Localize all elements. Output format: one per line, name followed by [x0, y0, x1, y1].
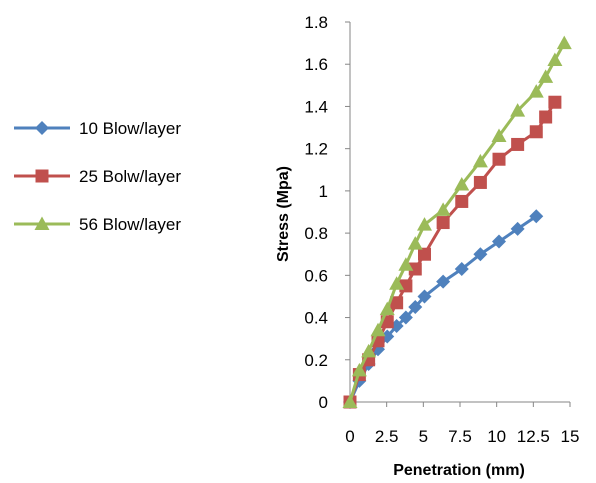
data-point: [492, 152, 506, 166]
y-tick-label: 0.6: [304, 266, 328, 285]
data-point: [417, 289, 432, 304]
y-tick-label: 1.6: [304, 55, 328, 74]
series-diamond: [343, 209, 544, 409]
data-point: [529, 209, 544, 224]
data-point: [370, 322, 386, 337]
y-tick-label: 0.8: [304, 224, 328, 243]
x-tick-label: 10: [487, 427, 506, 446]
data-point: [454, 177, 470, 191]
y-tick-label: 1: [319, 182, 328, 201]
legend-item: 56 Blow/layer: [14, 215, 181, 234]
x-tick-label: 0: [345, 427, 354, 446]
legend-marker: [35, 169, 49, 183]
data-point: [417, 217, 433, 231]
data-point: [511, 137, 525, 151]
series-triangle: [342, 35, 572, 408]
y-tick-label: 0: [319, 393, 328, 412]
data-point: [538, 69, 554, 83]
series-line: [348, 101, 557, 403]
data-point: [556, 35, 572, 50]
x-tick-label: 5: [419, 427, 428, 446]
data-point: [472, 153, 488, 168]
data-point: [473, 247, 488, 262]
y-tick-label: 1.8: [304, 13, 328, 32]
data-point: [398, 257, 414, 271]
legend-marker: [34, 216, 50, 230]
data-point: [342, 394, 358, 408]
data-point: [389, 276, 405, 290]
data-point: [398, 310, 413, 325]
data-point: [361, 343, 377, 358]
data-point: [436, 216, 450, 230]
data-point: [491, 128, 507, 142]
data-point: [418, 247, 432, 261]
y-tick-label: 0.4: [304, 309, 328, 328]
legend-label: 56 Blow/layer: [79, 215, 181, 234]
data-point: [454, 262, 469, 276]
data-point: [390, 296, 404, 310]
data-point: [510, 221, 525, 236]
plot-series: [342, 35, 572, 409]
legend-label: 10 Blow/layer: [79, 119, 181, 138]
data-point: [455, 194, 469, 208]
y-axis-title: Stress (Mpa): [275, 166, 292, 262]
x-tick-label: 2.5: [375, 427, 399, 446]
series-square: [343, 95, 562, 409]
y-tick-label: 1.4: [304, 97, 328, 116]
x-axis-title: Penetration (mm): [393, 462, 525, 479]
data-point: [529, 125, 543, 139]
data-point: [351, 362, 367, 377]
data-point: [408, 262, 422, 276]
data-point: [408, 300, 423, 314]
x-tick-label: 15: [561, 427, 580, 446]
data-point: [407, 236, 423, 250]
data-point: [547, 52, 563, 66]
y-tick-label: 0.2: [304, 351, 328, 370]
data-point: [379, 301, 395, 316]
legend-item: 25 Bolw/layer: [14, 167, 181, 186]
data-point: [436, 274, 451, 289]
x-tick-label: 7.5: [448, 427, 472, 446]
legend-marker: [35, 121, 49, 135]
data-point: [510, 103, 526, 117]
series-line: [348, 214, 538, 403]
data-point: [473, 175, 487, 189]
legend-label: 25 Bolw/layer: [79, 167, 181, 186]
legend: 10 Blow/layer 25 Bolw/layer 56 Blow/layer: [14, 119, 181, 234]
data-point: [539, 110, 553, 124]
plot-axes: 0 0.2 0.4 0.6 0.8 1 1.2 1.4 1.6 1.8 0 2.5 5 7.5 10 12.5…: [304, 13, 579, 446]
data-point: [435, 202, 451, 216]
legend-item: 10 Blow/layer: [14, 119, 181, 138]
data-point: [492, 234, 507, 249]
y-tick-label: 1.2: [304, 140, 328, 159]
data-point: [548, 95, 562, 109]
data-point: [528, 84, 544, 98]
x-tick-label: 12.5: [517, 427, 550, 446]
